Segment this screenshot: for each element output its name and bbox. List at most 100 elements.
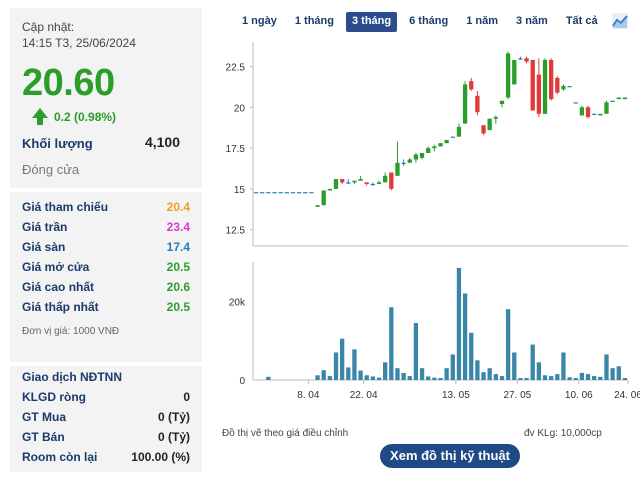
candle-body — [592, 113, 597, 116]
candle-body — [561, 86, 566, 90]
volume-bar — [339, 338, 345, 380]
tab-3-years[interactable]: 3 năm — [516, 15, 548, 27]
volume-bar — [426, 376, 431, 380]
volume-bar — [438, 378, 443, 380]
volume-bar — [364, 375, 369, 380]
price-tick-label: 20 — [234, 103, 246, 114]
tab-3-months[interactable]: 3 tháng — [345, 12, 398, 32]
candle-body — [296, 192, 302, 194]
candle-body — [585, 107, 591, 118]
volume-unit-note: đv KLg: 10,000cp — [524, 428, 602, 439]
candle-body — [542, 59, 548, 114]
technical-chart-button[interactable]: Xem đồ thị kỹ thuật — [380, 444, 520, 468]
volume-bar — [512, 352, 517, 380]
volume-bar — [487, 368, 492, 380]
volume-bar — [505, 309, 511, 380]
tab-all[interactable]: Tất cả — [565, 15, 598, 27]
volume-bar — [530, 344, 535, 380]
volume-bar — [370, 376, 376, 380]
tab-1-day[interactable]: 1 ngày — [242, 15, 277, 27]
up-arrow-icon — [32, 108, 48, 118]
candle-body — [456, 126, 462, 137]
volume-bar — [407, 376, 412, 380]
price-row-value: 20.5 — [166, 260, 190, 274]
volume-bar — [579, 372, 585, 380]
candle-body — [604, 102, 609, 114]
candle-body — [395, 162, 400, 176]
candle-body — [493, 117, 498, 119]
candle-body — [401, 162, 406, 164]
candle-body — [364, 182, 369, 184]
volume-value: 4,100 — [144, 134, 180, 150]
x-tick-label: 13. 05 — [442, 390, 470, 401]
price-row-reference: Giá tham chiếu 20.4 — [22, 198, 190, 218]
price-row-label: Giá sàn — [22, 240, 66, 254]
up-arrow-stem — [37, 117, 43, 125]
candle-body — [622, 97, 628, 100]
price-row-label: Giá mở cửa — [22, 260, 90, 274]
candle-body — [426, 148, 431, 153]
volume-bar — [592, 376, 597, 380]
volume-bar — [604, 354, 609, 380]
volume-bar — [493, 374, 498, 380]
candle-body — [315, 205, 320, 207]
volume-bar — [462, 293, 468, 380]
price-row-label: Giá thấp nhất — [22, 300, 99, 314]
stock-chart[interactable]: 22.5 20 17.5 15 12.5 20k 0 8. 04 22. 04 13. 05 27.… — [220, 0, 640, 420]
tab-1-year[interactable]: 1 năm — [466, 15, 499, 27]
current-price: 20.60 — [22, 62, 115, 104]
volume-bar — [395, 368, 400, 380]
foreign-row-net-volume: KLGD ròng 0 — [22, 388, 190, 408]
foreign-row-label: Giao dịch NĐTNN — [22, 370, 123, 384]
volume-bar — [499, 376, 505, 380]
price-row-value: 17.4 — [166, 240, 190, 254]
candle-body — [407, 159, 412, 163]
volume-bar — [585, 374, 591, 380]
volume-bar — [432, 377, 437, 380]
volume-bar — [315, 375, 320, 380]
price-tick-label: 17.5 — [226, 144, 246, 155]
foreign-row-title: Giao dịch NĐTNN — [22, 368, 190, 388]
price-row-low: Giá thấp nhất 20.5 — [22, 298, 190, 318]
candle-body — [530, 59, 535, 111]
candle-body — [462, 84, 468, 124]
candle-body — [352, 180, 357, 183]
candle-body — [383, 175, 388, 183]
chart-type-icon[interactable] — [611, 13, 628, 29]
candle-body — [253, 192, 259, 194]
tab-1-month[interactable]: 1 tháng — [294, 15, 334, 27]
foreign-trading-panel: Giao dịch NĐTNN KLGD ròng 0 GT Mua 0 (Tỷ… — [10, 366, 202, 472]
candle-body — [505, 53, 511, 98]
x-tick-label: 27. 05 — [503, 390, 531, 401]
update-label: Cập nhật: — [22, 20, 75, 34]
foreign-row-label: Room còn lại — [22, 450, 98, 464]
volume-bar — [549, 376, 554, 380]
price-row-open: Giá mở cửa 20.5 — [22, 258, 190, 278]
candle-body — [487, 118, 492, 131]
candle-body — [290, 192, 296, 194]
price-tick-label: 12.5 — [226, 226, 246, 237]
candle-body — [284, 192, 289, 194]
price-row-label: Giá trần — [22, 220, 68, 234]
tab-6-months[interactable]: 6 tháng — [409, 15, 449, 27]
foreign-row-value: 0 — [183, 390, 190, 404]
volume-bar — [419, 368, 425, 380]
price-row-floor: Giá sàn 17.4 — [22, 238, 190, 258]
candle-body — [358, 179, 363, 181]
candle-body — [370, 183, 376, 186]
price-tick-label: 15 — [234, 185, 246, 196]
candle-body — [579, 107, 585, 116]
candle-body — [512, 59, 517, 85]
candle-body — [610, 100, 615, 102]
candle-body — [260, 192, 265, 194]
volume-bar — [622, 378, 628, 380]
volume-bar — [383, 362, 388, 380]
volume-bar — [616, 366, 621, 380]
candle-body — [518, 58, 523, 60]
volume-bar — [598, 376, 603, 380]
volume-bar — [346, 367, 351, 380]
x-tick-label: 10. 06 — [565, 390, 593, 401]
candle-body — [573, 102, 578, 104]
x-tick-label: 22. 04 — [350, 390, 378, 401]
candle-body — [475, 95, 480, 113]
